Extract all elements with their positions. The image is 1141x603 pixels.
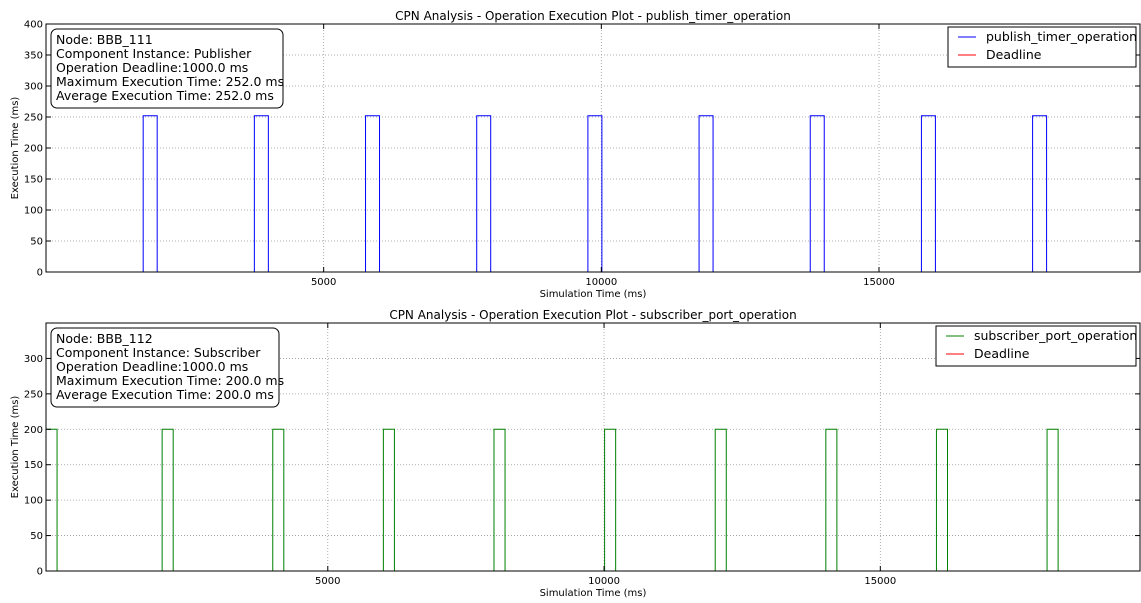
chart-title: CPN Analysis - Operation Execution Plot … [389, 308, 796, 322]
y-axis-label: Execution Time (ms) [10, 97, 21, 200]
y-tick-label: 350 [24, 51, 43, 62]
y-tick-label: 50 [30, 237, 43, 248]
info-line: Maximum Execution Time: 200.0 ms [56, 373, 284, 388]
y-tick-label: 300 [24, 82, 43, 93]
y-tick-label: 100 [24, 496, 43, 507]
chart-1: CPN Analysis - Operation Execution Plot … [10, 9, 1140, 300]
legend-entry: Deadline [974, 346, 1030, 361]
info-line: Operation Deadline:1000.0 ms [56, 359, 248, 374]
x-tick-label: 5000 [311, 277, 336, 288]
info-line: Average Execution Time: 200.0 ms [56, 387, 274, 402]
x-tick-label: 5000 [315, 576, 340, 587]
chart-2: CPN Analysis - Operation Execution Plot … [10, 308, 1140, 599]
y-tick-label: 250 [24, 389, 43, 400]
x-tick-label: 10000 [588, 576, 620, 587]
info-line: Node: BBB_111 [56, 32, 153, 47]
x-tick-label: 15000 [864, 576, 896, 587]
legend-entry: subscriber_port_operation [974, 328, 1137, 343]
y-tick-label: 200 [24, 144, 43, 155]
info-line: Node: BBB_112 [56, 331, 153, 346]
y-tick-label: 200 [24, 425, 43, 436]
y-tick-label: 100 [24, 206, 43, 217]
legend: publish_timer_operation Deadline [948, 27, 1137, 67]
info-line: Operation Deadline:1000.0 ms [56, 60, 248, 75]
chart-title: CPN Analysis - Operation Execution Plot … [395, 9, 791, 23]
y-tick-label: 50 [30, 531, 43, 542]
x-tick-label: 10000 [585, 277, 617, 288]
info-line: Component Instance: Subscriber [56, 345, 261, 360]
info-line: Average Execution Time: 252.0 ms [56, 88, 274, 103]
legend-entry: Deadline [986, 47, 1042, 62]
y-tick-label: 150 [24, 175, 43, 186]
series-line-publish_timer_operation [46, 116, 1140, 272]
x-axis-label: Simulation Time (ms) [540, 289, 647, 300]
info-line: Maximum Execution Time: 252.0 ms [56, 74, 284, 89]
x-axis-label: Simulation Time (ms) [540, 588, 647, 599]
y-tick-label: 0 [37, 567, 43, 578]
x-tick-label: 15000 [863, 277, 895, 288]
legend-entry: publish_timer_operation [986, 29, 1137, 44]
y-tick-label: 150 [24, 460, 43, 471]
info-line: Component Instance: Publisher [56, 46, 252, 61]
legend: subscriber_port_operation Deadline [936, 326, 1137, 366]
y-axis-label: Execution Time (ms) [10, 396, 21, 499]
y-tick-label: 250 [24, 113, 43, 124]
y-tick-label: 400 [24, 20, 43, 31]
y-tick-label: 0 [37, 268, 43, 279]
y-tick-label: 300 [24, 354, 43, 365]
